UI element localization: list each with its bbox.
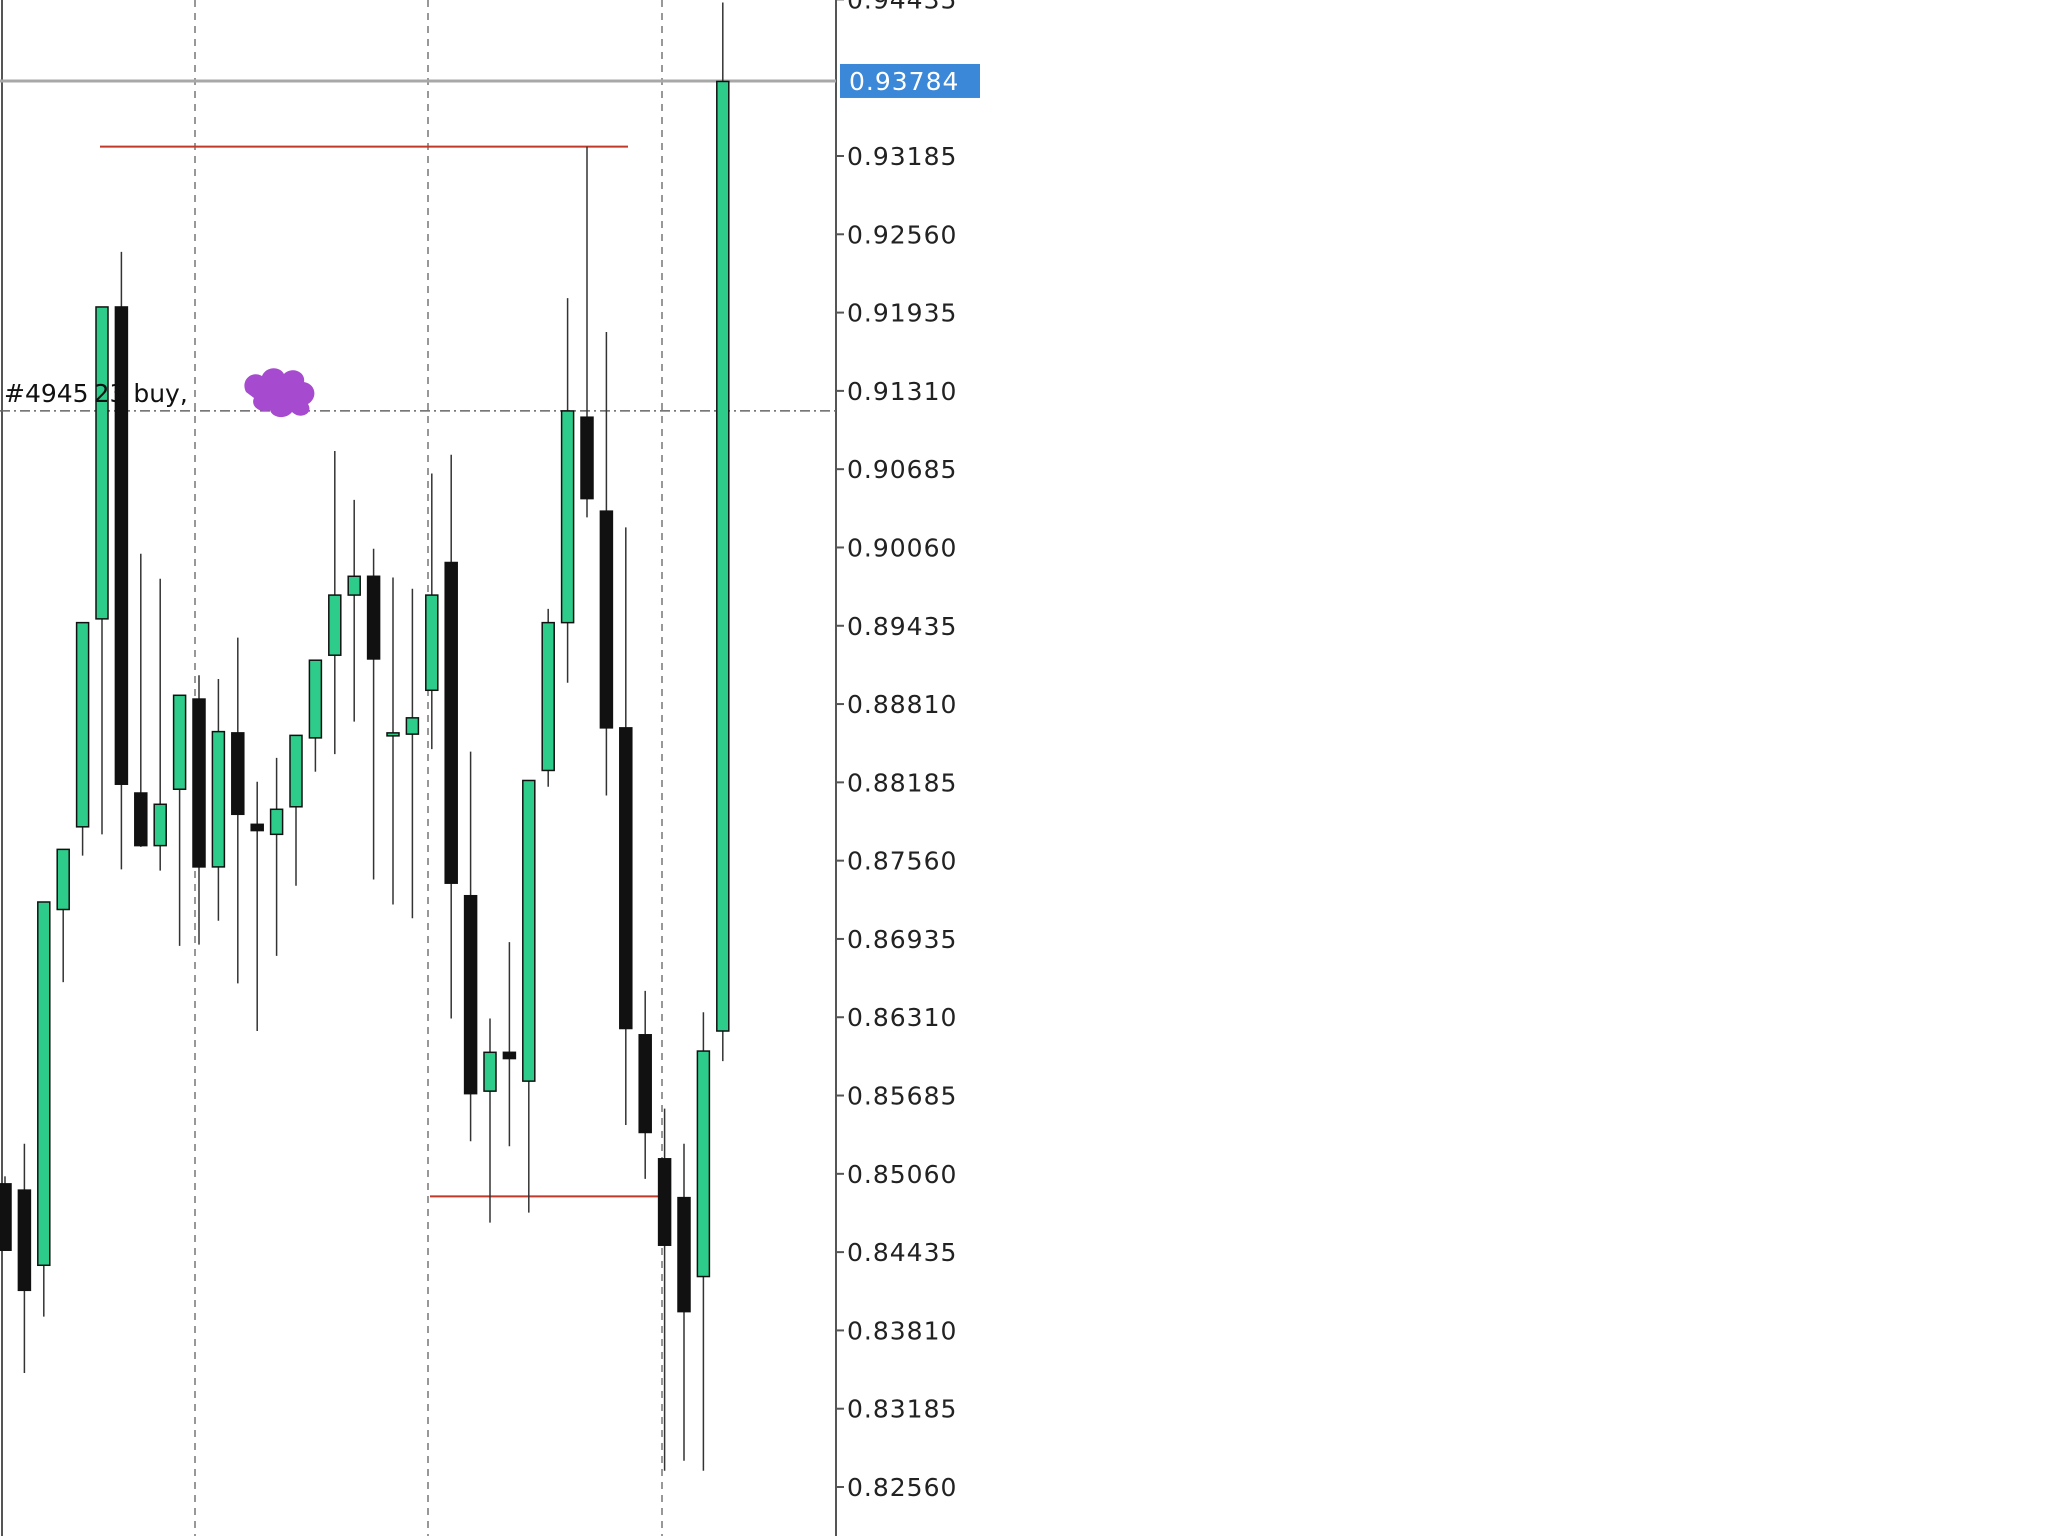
bearish-candle [250, 823, 264, 832]
bearish-candle [657, 1158, 672, 1246]
price-tick-label: 0.90060 [847, 533, 957, 562]
bearish-candle [231, 732, 245, 816]
trade-order-label: #4945 23 buy, [4, 379, 188, 408]
bullish-candle [425, 594, 439, 692]
price-axis: 0.94435 0.93185 0.92560 0.91935 0.91310 0.906… [836, 0, 980, 1502]
price-tick-label: 0.82560 [847, 1473, 957, 1502]
bullish-candle [153, 803, 167, 847]
price-tick-label: 0.92560 [847, 220, 957, 249]
bullish-candle [269, 808, 284, 836]
candles [0, 2, 730, 1471]
bearish-candle [17, 1189, 32, 1292]
price-tick-label: 0.86935 [847, 925, 957, 954]
bearish-candle [114, 306, 129, 785]
bearish-candle [502, 1051, 517, 1060]
bullish-candle [75, 621, 90, 828]
bearish-candle [0, 1183, 12, 1251]
level-lines [0, 79, 836, 1198]
bullish-candle [386, 732, 400, 737]
price-tick-label: 0.89435 [847, 612, 957, 641]
bullish-candle [716, 80, 730, 1032]
bullish-candle [211, 730, 226, 868]
bearish-candle [366, 575, 381, 660]
bullish-candle [56, 848, 70, 911]
bullish-candle [289, 734, 303, 808]
bearish-candle [192, 698, 206, 868]
price-tick-label: 0.90685 [847, 455, 957, 484]
annotations: #4945 23 buy, [4, 368, 315, 418]
bearish-candle [638, 1034, 652, 1134]
price-tick-label: 0.84435 [847, 1238, 957, 1267]
bullish-candle [347, 575, 361, 596]
current-price-label: 0.93784 [849, 67, 959, 96]
price-tick-label: 0.87560 [847, 847, 957, 876]
bearish-candle [677, 1196, 691, 1313]
redaction-scribble [244, 368, 315, 418]
price-tick-label: 0.85685 [847, 1082, 957, 1111]
bullish-candle [308, 659, 323, 739]
bearish-candle [580, 416, 594, 500]
bullish-candle [560, 410, 575, 624]
current-price-tag [840, 63, 980, 98]
price-tick-label: 0.88810 [847, 690, 957, 719]
price-tick-label: 0.88185 [847, 768, 957, 797]
price-tick-label: 0.86310 [847, 1003, 957, 1032]
bullish-candle [522, 779, 536, 1082]
bearish-candle [444, 561, 458, 884]
bearish-candle [463, 894, 478, 1095]
price-tick-label: 0.83185 [847, 1395, 957, 1424]
bearish-candle [599, 510, 614, 729]
bearish-candle [134, 792, 148, 847]
bullish-candle [541, 621, 555, 772]
bullish-candle [95, 306, 109, 620]
bearish-candle [619, 727, 633, 1030]
price-tick-label: 0.94435 [847, 0, 957, 14]
price-tick-label: 0.91935 [847, 299, 957, 328]
price-tick-label: 0.83810 [847, 1316, 957, 1345]
price-tick-label: 0.93185 [847, 142, 957, 171]
price-tick-label: 0.85060 [847, 1160, 957, 1189]
chart-frame [1, 0, 837, 1536]
bullish-candle [328, 594, 342, 656]
price-tick-label: 0.91310 [847, 377, 957, 406]
bullish-candle [37, 901, 51, 1267]
bullish-candle [483, 1051, 497, 1092]
bullish-candle [172, 694, 187, 790]
bullish-candle [405, 717, 420, 735]
bullish-candle [696, 1050, 711, 1278]
